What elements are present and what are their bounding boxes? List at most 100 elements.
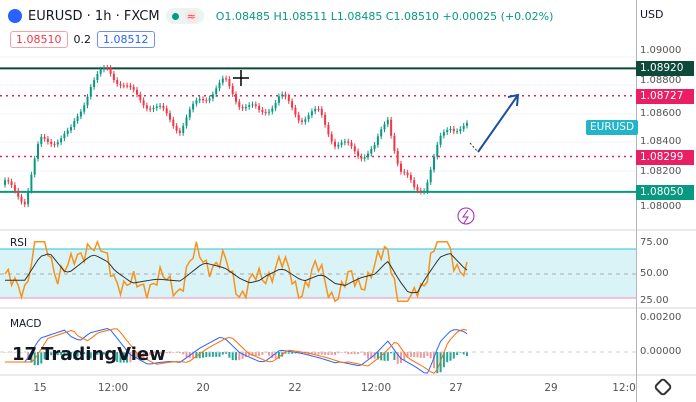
candle [383, 124, 386, 130]
price-tick: 1.08200 [640, 166, 682, 177]
candle [152, 108, 155, 110]
candle [231, 86, 234, 95]
candle [136, 89, 138, 95]
candle [274, 102, 277, 109]
wave-icon: ≈ [184, 9, 198, 23]
status-pill[interactable]: ≈ [165, 8, 204, 24]
currency-select[interactable]: USD [640, 8, 664, 21]
macd-histogram-bar [96, 352, 99, 355]
candle [416, 187, 419, 191]
macd-histogram-bar [70, 352, 72, 359]
macd-histogram-bar [172, 352, 175, 353]
candle [116, 80, 119, 84]
sell-button[interactable]: 1.08510 [10, 31, 68, 48]
candle [56, 142, 59, 145]
candle [33, 158, 36, 175]
macd-histogram-bar [139, 352, 142, 357]
macd-histogram-bar [231, 352, 234, 361]
macd-histogram-bar [409, 352, 412, 358]
macd-histogram-bar [320, 352, 323, 355]
candle [172, 119, 175, 126]
macd-histogram-bar [66, 352, 69, 355]
macd-histogram-bar [79, 352, 82, 356]
candle [198, 98, 201, 101]
macd-histogram-bar [314, 352, 317, 355]
candle [122, 85, 125, 87]
level-price-tag: 1.08920 [636, 61, 694, 77]
macd-histogram-bar [327, 352, 330, 356]
macd-histogram-bar [258, 352, 261, 357]
candle [294, 107, 297, 115]
macd-histogram-bar [390, 352, 393, 354]
candle [23, 201, 26, 205]
candle [238, 101, 241, 108]
candle [96, 73, 99, 81]
candle [449, 128, 452, 131]
macd-histogram-bar [218, 352, 221, 357]
candle [287, 96, 290, 102]
ohlc-values: O1.08485 H1.08511 L1.08485 C1.08510 +0.0… [215, 9, 554, 23]
macd-histogram-bar [274, 352, 277, 359]
macd-histogram-bar [195, 352, 198, 359]
macd-histogram-bar [182, 352, 185, 355]
candle [456, 131, 459, 133]
macd-histogram-bar [40, 352, 43, 364]
symbol-header: EURUSD · 1h · FXCM ≈ O1.08485 H1.08511 L… [8, 6, 553, 26]
candle [17, 190, 20, 197]
candle [50, 141, 53, 145]
candle [70, 127, 72, 131]
candle [251, 104, 254, 106]
macd-histogram-bar [337, 352, 340, 354]
macd-histogram-bar [241, 352, 244, 359]
macd-histogram-bar [363, 352, 366, 356]
macd-histogram-bar [13, 352, 16, 353]
macd-histogram-bar [30, 352, 33, 363]
time-tick: 12:00 [97, 382, 129, 394]
candle [89, 86, 92, 97]
candle [30, 174, 33, 191]
candle [244, 106, 247, 109]
macd-histogram-bar [162, 352, 165, 354]
rsi-band [0, 249, 636, 298]
candle [264, 111, 267, 113]
candle [178, 130, 181, 133]
macd-histogram-bar [393, 352, 396, 360]
macd-histogram-bar [268, 352, 270, 356]
candle [129, 85, 132, 88]
time-tick: 15 [33, 382, 47, 394]
macd-histogram-bar [76, 352, 79, 357]
macd-histogram-bar [340, 352, 343, 353]
forecast-arrow [477, 93, 520, 153]
time-tick: 12:0 [612, 382, 636, 394]
macd-histogram-bar [27, 352, 30, 358]
candle [228, 78, 231, 87]
candle [119, 83, 122, 86]
candle [376, 136, 379, 145]
candle [433, 156, 435, 170]
macd-histogram-bar [169, 352, 171, 354]
crosshair-icon [233, 70, 249, 86]
candle [334, 141, 336, 147]
macd-histogram-bar [429, 352, 432, 359]
candle [340, 142, 343, 145]
candle [4, 180, 6, 185]
candle [86, 96, 89, 106]
macd-histogram-bar [291, 352, 294, 354]
macd-histogram-bar [225, 352, 228, 354]
buy-button[interactable]: 1.08512 [97, 31, 155, 48]
candle [208, 98, 211, 101]
macd-histogram-bar [89, 352, 92, 359]
candle [248, 105, 251, 107]
macd-histogram-bar [86, 352, 89, 359]
candle [297, 114, 300, 121]
macd-histogram-bar [423, 352, 426, 358]
time-tick: 29 [544, 382, 558, 394]
macd-histogram-bar [386, 352, 389, 361]
macd-histogram-bar [413, 352, 416, 358]
tradingview-logo[interactable]: 𝟭𝟳 TradingView [12, 344, 166, 365]
candle [162, 105, 165, 109]
macd-histogram-bar [456, 352, 459, 356]
candle [360, 156, 363, 159]
symbol-title[interactable]: EURUSD · 1h · FXCM [28, 8, 160, 24]
